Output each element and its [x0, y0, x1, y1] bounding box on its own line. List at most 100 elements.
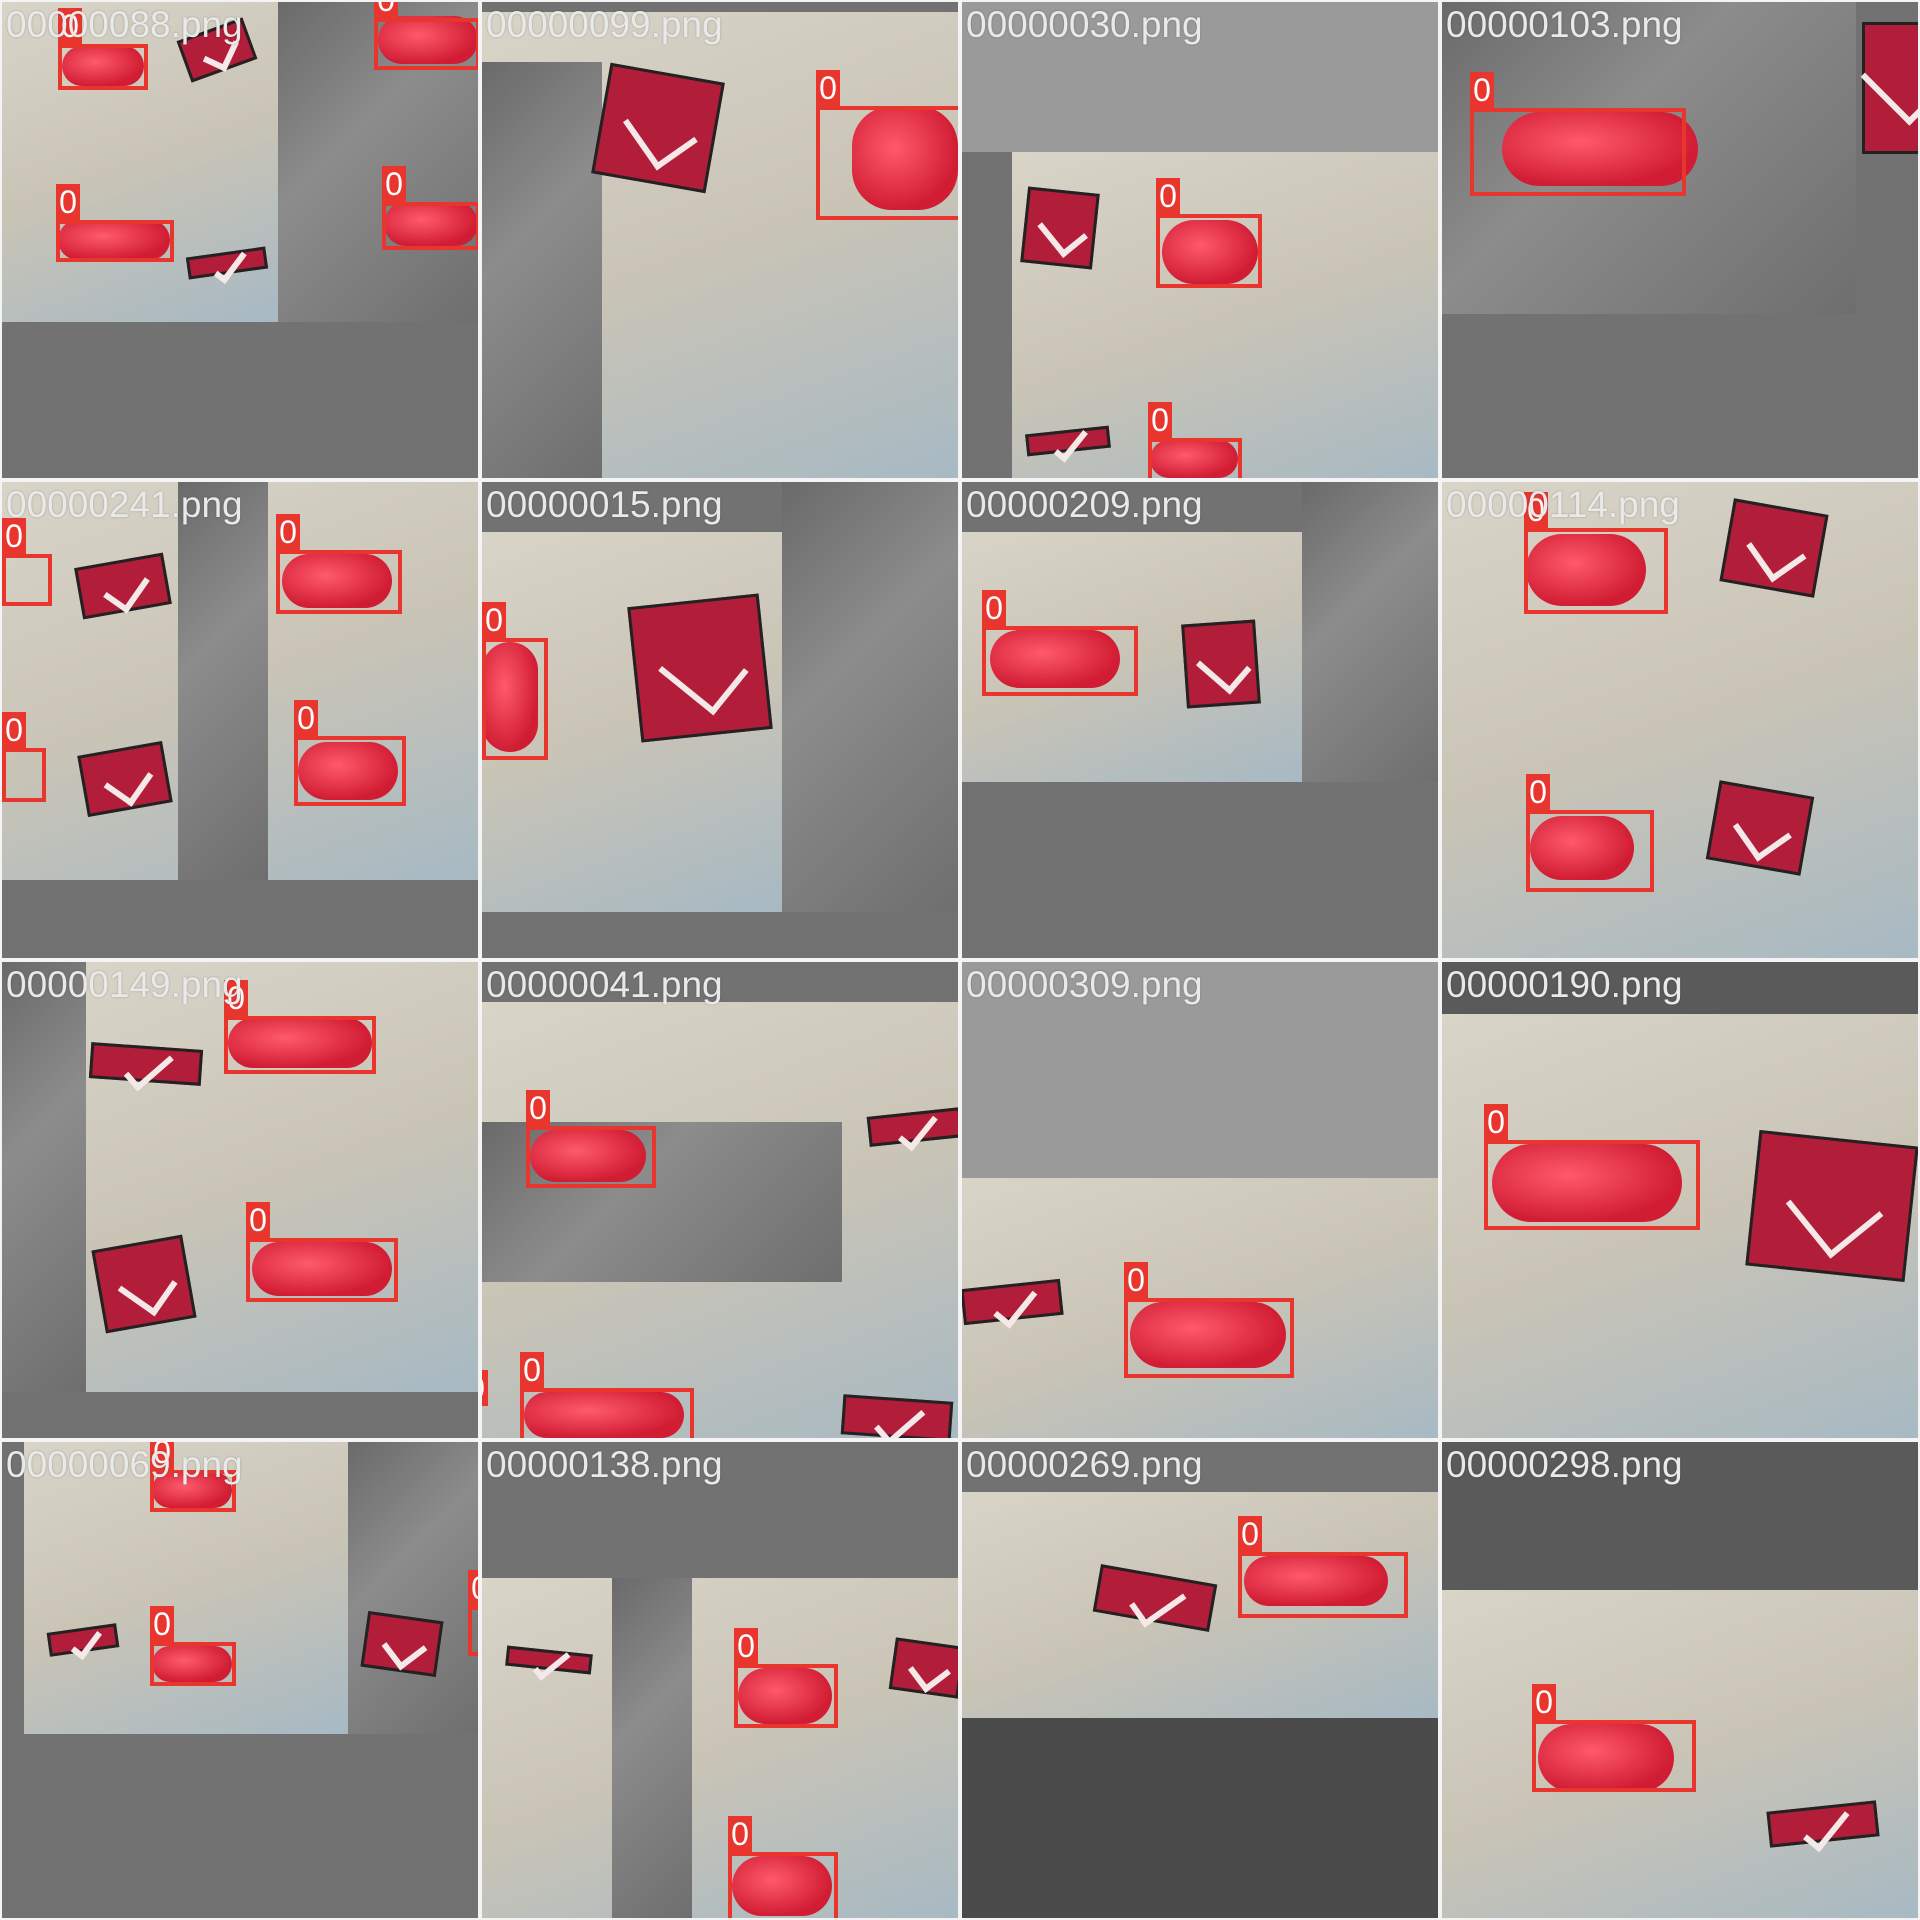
class-label: 0 — [56, 184, 80, 220]
class-label: 0 — [526, 1090, 550, 1126]
image-filename: 00000088.png — [6, 4, 243, 45]
image-filename: 00000190.png — [1446, 964, 1683, 1005]
class-label: 0 — [982, 590, 1006, 626]
image-filename: 00000241.png — [6, 484, 243, 525]
fire-extinguisher — [282, 554, 392, 608]
detection-box: 0 — [56, 184, 174, 262]
image-filename: 00000030.png — [966, 4, 1203, 45]
fire-extinguisher — [1492, 1144, 1682, 1222]
class-label: 0 — [2, 712, 26, 748]
detection-box: 0 — [374, 2, 478, 70]
fire-extinguisher — [530, 1130, 646, 1182]
fire-extinguisher — [298, 742, 398, 800]
fire-extinguisher-sign — [1705, 780, 1815, 876]
detection-box: 0 — [276, 514, 402, 614]
fire-extinguisher-sign — [591, 62, 725, 194]
fire-extinguisher — [378, 16, 478, 64]
class-label: 0 — [1124, 1262, 1148, 1298]
image-tile: 0 00000269.png — [960, 1440, 1440, 1920]
image-tile: 0 00000099.png — [480, 0, 960, 480]
class-label: 0 — [382, 166, 406, 202]
class-label: 0 — [482, 602, 506, 638]
padding-region — [1442, 962, 1918, 1014]
fire-extinguisher-sign — [1181, 619, 1261, 709]
class-label: 0 — [468, 1570, 478, 1606]
class-label: 0 — [1470, 72, 1494, 108]
photo-region — [178, 482, 268, 880]
fire-extinguisher — [1530, 816, 1634, 880]
detection-box: 0 — [382, 166, 478, 250]
fire-extinguisher — [228, 1018, 372, 1068]
class-label: 0 — [734, 1628, 758, 1664]
fire-extinguisher-sign — [840, 1394, 954, 1438]
detection-box: 0 — [246, 1202, 398, 1302]
photo-region — [1442, 482, 1918, 958]
photo-region — [612, 1578, 692, 1918]
fire-extinguisher-sign — [1745, 1130, 1918, 1282]
image-filename: 00000209.png — [966, 484, 1203, 525]
fire-extinguisher-sign — [360, 1610, 444, 1678]
fire-extinguisher-sign — [888, 1637, 958, 1699]
fire-extinguisher — [58, 220, 170, 260]
photo-region — [2, 962, 86, 1392]
image-tile: 0 0 00000030.png — [960, 0, 1440, 480]
padding-region — [962, 962, 1438, 1178]
image-tile: 0 0 00000138.png — [480, 1440, 960, 1920]
fire-extinguisher — [1150, 440, 1238, 478]
class-label: 0 — [1484, 1104, 1508, 1140]
fire-extinguisher-sign — [88, 1042, 204, 1086]
photo-region — [1442, 1590, 1918, 1918]
detection-box: 0 — [728, 1816, 838, 1918]
image-filename: 00000309.png — [966, 964, 1203, 1005]
class-label: 0 — [2, 518, 26, 554]
fire-extinguisher — [252, 1242, 392, 1296]
padding-region — [962, 2, 1438, 152]
image-tile: 0 0 0 0 00000241.png — [0, 480, 480, 960]
detection-box: 0 — [150, 1442, 236, 1512]
detection-box: 0 — [1526, 774, 1654, 892]
detection-box: 0 — [1470, 72, 1686, 196]
image-tile: 0 0 0 00000069.png — [0, 1440, 480, 1920]
detection-box: 0 — [58, 8, 148, 90]
fire-extinguisher-sign — [627, 593, 773, 743]
padding-region — [962, 1718, 1438, 1918]
class-label: 0 — [1524, 492, 1548, 528]
image-filename: 00000015.png — [486, 484, 723, 525]
fire-extinguisher — [524, 1392, 684, 1438]
detection-box: 0 — [526, 1090, 656, 1188]
image-tile: 0 0 00000114.png — [1440, 480, 1920, 960]
fire-extinguisher — [482, 642, 538, 752]
image-filename: 00000041.png — [486, 964, 723, 1005]
fire-extinguisher — [1130, 1302, 1286, 1368]
image-filename: 00000298.png — [1446, 1444, 1683, 1485]
detection-box: 0 — [482, 602, 548, 760]
image-tile: 0 00000209.png — [960, 480, 1440, 960]
class-label: 0 — [58, 8, 82, 44]
class-label: 0 — [374, 2, 398, 18]
photo-region — [1302, 482, 1438, 782]
fire-extinguisher — [152, 1646, 232, 1682]
fire-extinguisher — [1162, 220, 1258, 284]
class-label: 0 — [1156, 178, 1180, 214]
class-label: 0 — [482, 1370, 488, 1406]
fire-extinguisher — [990, 630, 1120, 688]
detection-box: 0 — [734, 1628, 838, 1728]
class-label: 0 — [816, 70, 840, 106]
class-label: 0 — [294, 700, 318, 736]
class-label: 0 — [150, 1442, 174, 1470]
image-filename: 00000269.png — [966, 1444, 1203, 1485]
detection-box: 0 — [982, 590, 1138, 696]
image-tile: 0 0 0 00000041.png — [480, 960, 960, 1440]
photo-region — [482, 1578, 958, 1918]
image-filename: 00000114.png — [1446, 484, 1680, 525]
detection-box: 0 — [294, 700, 406, 806]
photo-region — [782, 482, 958, 912]
fire-extinguisher — [1526, 534, 1646, 606]
detection-box: 0 — [2, 712, 46, 802]
detection-box: 0 — [1148, 402, 1242, 478]
detection-box: 0 — [1484, 1104, 1700, 1230]
fire-extinguisher — [732, 1856, 832, 1916]
image-tile: 0 00000309.png — [960, 960, 1440, 1440]
image-tile: 0 0 0 0 00000088.png — [0, 0, 480, 480]
